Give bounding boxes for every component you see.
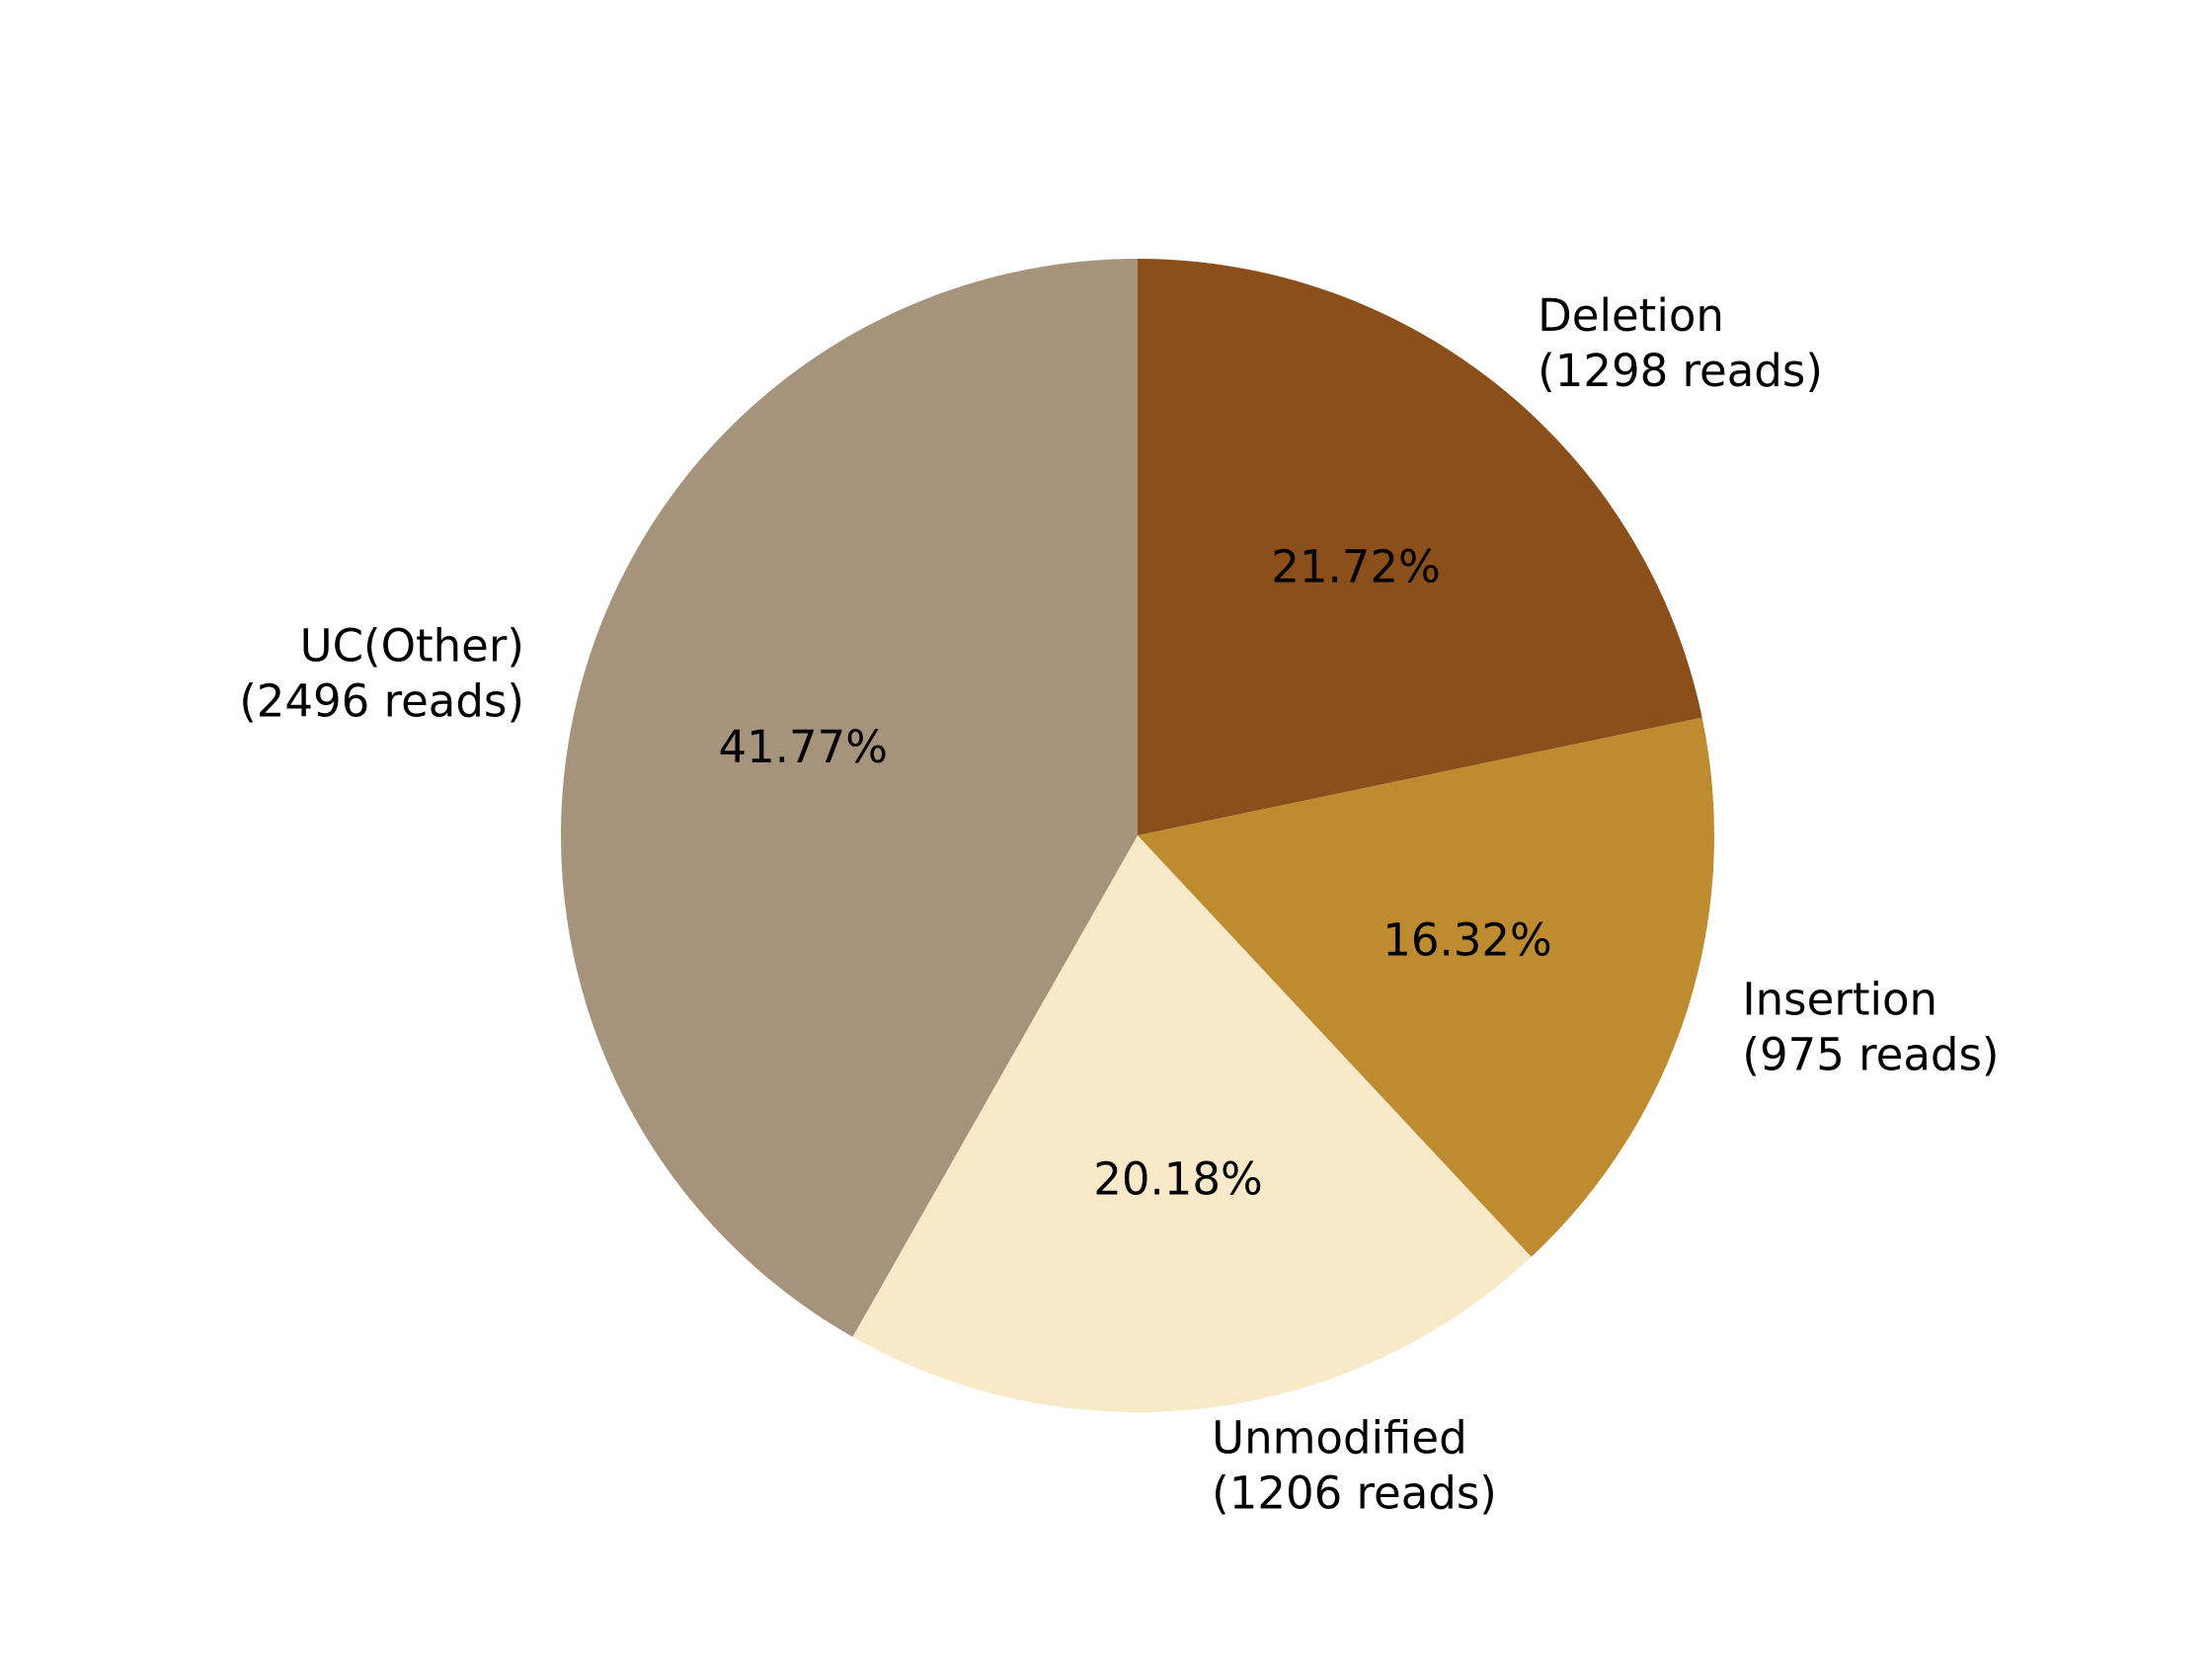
pie-slice-uc-other — [561, 258, 1138, 1337]
slice-percent-label: 20.18% — [1093, 1152, 1263, 1205]
pie-slice-unmodified — [852, 835, 1532, 1412]
labels-layer: 21.72% Deletion (1298 reads) 16.32% Insertio… — [239, 289, 1999, 1520]
pie-slice-insertion — [1138, 717, 1714, 1257]
slice-reads-count: (1298 reads) — [1538, 345, 1823, 397]
slice-category-label: Deletion (1298 reads) — [1538, 289, 1823, 397]
slice-category-label: UC(Other) (2496 reads) — [239, 619, 524, 727]
slice-percent-label: 41.77% — [718, 721, 888, 773]
slice-name: Deletion — [1538, 289, 1724, 342]
slices-layer — [561, 258, 1714, 1412]
slice-reads-count: (975 reads) — [1742, 1029, 1999, 1081]
slice-name: Unmodified — [1212, 1411, 1467, 1464]
pie-slice-deletion — [1138, 259, 1702, 835]
slice-percent-label: 21.72% — [1271, 541, 1441, 594]
slice-category-label: Unmodified (1206 reads) — [1212, 1411, 1497, 1519]
slice-name: UC(Other) — [300, 619, 524, 672]
slice-reads-count: (2496 reads) — [239, 674, 524, 727]
slice-percent-label: 16.32% — [1382, 913, 1552, 966]
slice-reads-count: (1206 reads) — [1212, 1466, 1497, 1519]
slice-category-label: Insertion (975 reads) — [1742, 974, 1999, 1081]
slice-name: Insertion — [1742, 974, 1937, 1026]
